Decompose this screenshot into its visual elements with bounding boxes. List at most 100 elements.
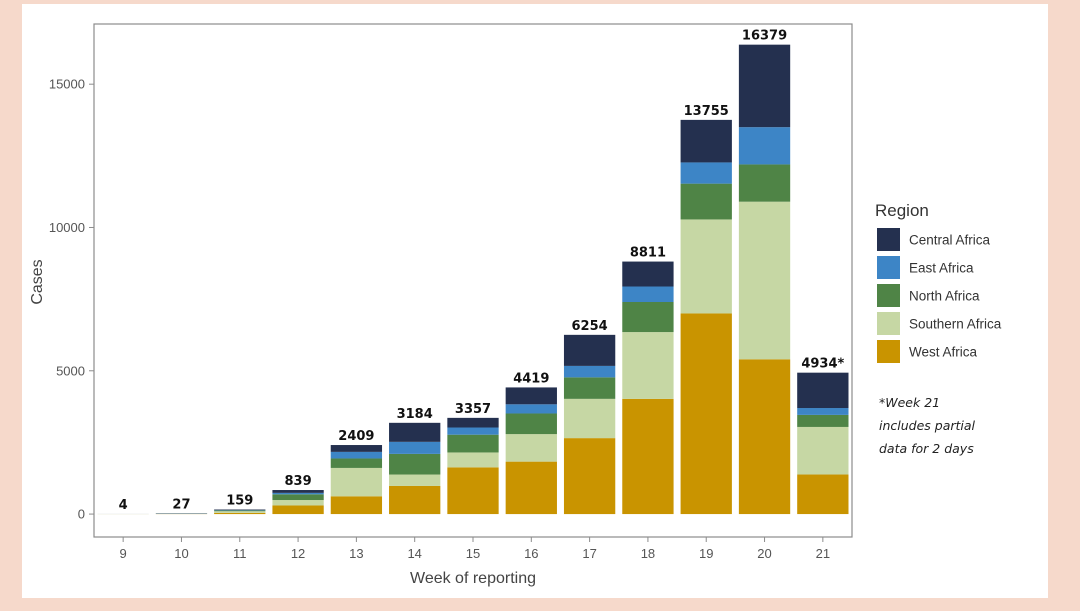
bar-week-16-north-africa xyxy=(505,413,557,435)
bar-week-13-west-africa xyxy=(330,496,383,515)
bar-week-15-east-africa xyxy=(447,427,499,435)
x-tick-label-12: 12 xyxy=(291,546,305,561)
x-tick-label-17: 17 xyxy=(582,546,596,561)
legend-label-central-africa: Central Africa xyxy=(909,233,991,248)
y-tick-label-15000: 15000 xyxy=(49,77,85,92)
x-tick-label-15: 15 xyxy=(466,546,480,561)
bar-week-21-southern-africa xyxy=(797,426,849,475)
legend: Region Central Africa East Africa North Af… xyxy=(875,201,1002,363)
bar-week-14-central-africa xyxy=(389,422,441,442)
total-label-week-15: 3357 xyxy=(455,402,491,417)
bar-week-11-west-africa xyxy=(214,512,266,515)
x-tick-label-19: 19 xyxy=(699,546,713,561)
legend-swatch-west-africa xyxy=(877,340,900,363)
bar-week-18-southern-africa xyxy=(622,332,674,399)
bar-week-17-central-africa xyxy=(563,334,616,366)
x-tick-label-11: 11 xyxy=(233,546,247,561)
total-label-week-9: 4 xyxy=(119,498,128,513)
total-label-week-14: 3184 xyxy=(397,407,433,422)
bar-week-14-east-africa xyxy=(389,441,441,454)
total-label-week-19: 13755 xyxy=(684,104,729,119)
bar-week-17-west-africa xyxy=(563,438,616,515)
legend-title: Region xyxy=(875,201,929,220)
bar-week-20-central-africa xyxy=(738,44,791,128)
bar-week-19-southern-africa xyxy=(680,219,732,314)
bar-week-14-north-africa xyxy=(389,453,441,475)
total-label-week-16: 4419 xyxy=(513,371,549,386)
legend-swatch-southern-africa xyxy=(877,312,900,335)
legend-swatch-central-africa xyxy=(877,228,900,251)
bar-week-18-north-africa xyxy=(622,301,674,333)
bar-week-15-west-africa xyxy=(447,467,499,515)
bar-week-13-central-africa xyxy=(330,445,383,452)
chart-card: 4 27 159 839 2409 3184 3357 4419 6254 8811 13755 16… xyxy=(22,4,1048,598)
footnote-line-1: *Week 21 xyxy=(879,395,940,410)
x-tick-label-20: 20 xyxy=(757,546,771,561)
bar-week-21-west-africa xyxy=(797,474,849,515)
bar-week-21-east-africa xyxy=(797,408,849,415)
legend-swatch-north-africa xyxy=(877,284,900,307)
footnote-line-2: includes partial xyxy=(879,418,976,433)
bar-week-13-east-africa xyxy=(330,451,383,459)
bar-week-11-southern-africa xyxy=(214,511,266,513)
bar-week-19-east-africa xyxy=(680,162,732,184)
bar-week-18-central-africa xyxy=(622,261,674,287)
bar-week-20-north-africa xyxy=(738,164,791,202)
legend-swatch-east-africa xyxy=(877,256,900,279)
total-label-week-18: 8811 xyxy=(630,246,666,261)
bar-week-12-central-africa xyxy=(272,490,324,493)
footnote-line-3: data for 2 days xyxy=(879,441,974,456)
total-label-week-10: 27 xyxy=(172,497,190,512)
bar-week-16-east-africa xyxy=(505,404,557,414)
y-axis-title: Cases xyxy=(29,259,46,304)
bar-week-11-central-africa xyxy=(214,509,266,511)
total-label-week-11: 159 xyxy=(226,494,253,509)
bar-week-17-southern-africa xyxy=(563,398,616,439)
total-label-week-12: 839 xyxy=(285,474,312,489)
bar-week-21-central-africa xyxy=(797,372,849,409)
bar-week-14-southern-africa xyxy=(389,474,441,486)
x-tick-label-16: 16 xyxy=(524,546,538,561)
x-tick-label-14: 14 xyxy=(407,546,421,561)
total-labels: 4 27 159 839 2409 3184 3357 4419 6254 8811 13755 16… xyxy=(119,29,845,513)
y-tick-label-0: 0 xyxy=(78,507,85,522)
total-label-week-17: 6254 xyxy=(572,319,608,334)
x-tick-label-10: 10 xyxy=(174,546,188,561)
bar-week-18-east-africa xyxy=(622,286,674,302)
legend-label-southern-africa: Southern Africa xyxy=(909,317,1002,332)
x-axis: 9 10 11 12 13 14 15 16 17 18 19 20 21 xyxy=(120,537,830,561)
legend-items: Central Africa East Africa North Africa Sou… xyxy=(877,228,1002,363)
x-tick-label-21: 21 xyxy=(816,546,830,561)
x-axis-title: Week of reporting xyxy=(410,570,536,587)
x-tick-label-18: 18 xyxy=(641,546,655,561)
total-label-week-20: 16379 xyxy=(742,29,787,44)
bar-week-15-southern-africa xyxy=(447,452,499,468)
bar-week-19-central-africa xyxy=(680,119,732,163)
y-tick-label-5000: 5000 xyxy=(56,363,85,378)
bar-week-12-west-africa xyxy=(272,505,324,515)
bar-week-16-west-africa xyxy=(505,461,557,515)
x-tick-label-9: 9 xyxy=(120,546,127,561)
bar-week-13-southern-africa xyxy=(330,467,383,497)
bar-week-20-southern-africa xyxy=(738,201,791,360)
bar-week-19-north-africa xyxy=(680,183,732,220)
bar-week-18-west-africa xyxy=(622,398,674,515)
legend-label-north-africa: North Africa xyxy=(909,289,980,304)
bar-week-11-north-africa xyxy=(214,510,266,512)
bar-week-12-east-africa xyxy=(272,492,324,495)
total-label-week-21: 4934* xyxy=(801,357,844,372)
bar-week-15-north-africa xyxy=(447,434,499,453)
bar-week-20-west-africa xyxy=(738,359,791,515)
bar-week-12-north-africa xyxy=(272,494,324,501)
bars-layer xyxy=(97,44,849,515)
total-label-week-13: 2409 xyxy=(338,429,374,444)
bar-week-14-west-africa xyxy=(389,485,441,515)
bar-week-16-southern-africa xyxy=(505,434,557,462)
y-tick-label-10000: 10000 xyxy=(49,220,85,235)
bar-week-12-southern-africa xyxy=(272,500,324,506)
legend-label-east-africa: East Africa xyxy=(909,261,974,276)
bar-week-20-east-africa xyxy=(738,127,791,165)
y-axis: 0 5000 10000 15000 xyxy=(49,77,94,522)
x-tick-label-13: 13 xyxy=(349,546,363,561)
